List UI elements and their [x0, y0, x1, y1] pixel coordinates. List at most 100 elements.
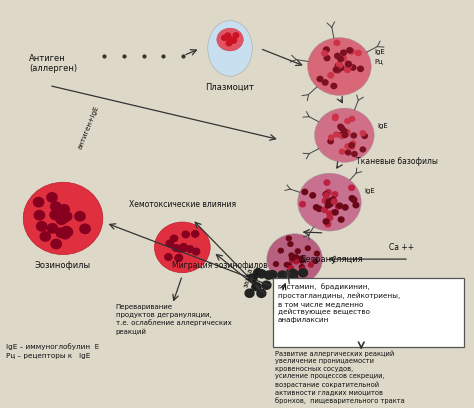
Circle shape: [245, 289, 254, 297]
Circle shape: [62, 227, 73, 237]
Circle shape: [288, 242, 293, 246]
Circle shape: [289, 274, 298, 282]
Text: Тканевые базофилы: Тканевые базофилы: [356, 157, 438, 166]
Circle shape: [335, 53, 340, 58]
Circle shape: [360, 131, 365, 136]
Circle shape: [315, 108, 374, 162]
Circle shape: [299, 256, 304, 261]
Circle shape: [358, 66, 364, 71]
Circle shape: [337, 62, 343, 68]
Circle shape: [345, 119, 350, 124]
Circle shape: [349, 144, 354, 149]
Circle shape: [295, 279, 304, 287]
Circle shape: [308, 38, 371, 95]
Circle shape: [334, 40, 340, 45]
Circle shape: [325, 190, 331, 195]
Circle shape: [278, 271, 287, 279]
Circle shape: [324, 180, 330, 185]
Circle shape: [301, 267, 305, 271]
Circle shape: [231, 38, 237, 43]
Circle shape: [327, 199, 332, 204]
Circle shape: [264, 271, 273, 279]
Circle shape: [61, 226, 72, 236]
Circle shape: [332, 116, 338, 121]
Circle shape: [339, 126, 345, 131]
Circle shape: [349, 185, 355, 191]
Circle shape: [338, 133, 344, 137]
Circle shape: [334, 67, 339, 72]
Text: Ca ++: Ca ++: [389, 243, 414, 252]
Circle shape: [36, 222, 47, 231]
Circle shape: [257, 289, 266, 297]
Circle shape: [75, 212, 85, 221]
Circle shape: [166, 240, 173, 247]
Circle shape: [56, 215, 67, 224]
Circle shape: [326, 200, 332, 205]
Circle shape: [317, 76, 323, 82]
Text: IgE: IgE: [364, 188, 375, 194]
Circle shape: [323, 192, 329, 197]
Circle shape: [233, 33, 239, 38]
Ellipse shape: [208, 20, 252, 76]
Circle shape: [286, 263, 292, 268]
Text: Антиген
(аллерген): Антиген (аллерген): [29, 54, 77, 73]
Circle shape: [290, 256, 295, 260]
Circle shape: [342, 133, 347, 137]
Circle shape: [331, 199, 337, 204]
Circle shape: [186, 246, 194, 253]
Circle shape: [252, 283, 261, 291]
Circle shape: [327, 211, 332, 216]
Circle shape: [337, 64, 343, 69]
Circle shape: [257, 270, 266, 278]
Circle shape: [225, 33, 231, 38]
Circle shape: [299, 269, 308, 277]
Circle shape: [324, 55, 330, 61]
Circle shape: [182, 231, 189, 238]
Circle shape: [340, 56, 346, 61]
Circle shape: [51, 202, 61, 211]
Circle shape: [349, 196, 355, 201]
Circle shape: [338, 124, 343, 129]
Circle shape: [337, 56, 343, 62]
Circle shape: [226, 35, 231, 40]
Circle shape: [333, 114, 338, 119]
Circle shape: [40, 232, 50, 241]
Circle shape: [34, 197, 44, 207]
Circle shape: [165, 254, 172, 260]
Circle shape: [349, 144, 355, 149]
Circle shape: [298, 173, 361, 231]
Circle shape: [313, 259, 318, 263]
Circle shape: [298, 282, 307, 290]
Circle shape: [337, 203, 343, 208]
Circle shape: [175, 254, 182, 261]
Circle shape: [330, 197, 336, 202]
Circle shape: [342, 129, 347, 133]
Circle shape: [310, 193, 316, 198]
Circle shape: [336, 64, 342, 69]
Circle shape: [346, 61, 351, 67]
Circle shape: [300, 265, 304, 269]
Circle shape: [335, 204, 341, 209]
FancyBboxPatch shape: [273, 278, 464, 347]
Circle shape: [293, 255, 299, 259]
Text: Миграция эозинофилов: Миграция эозинофилов: [172, 261, 268, 270]
Circle shape: [327, 215, 333, 221]
Circle shape: [60, 229, 70, 239]
Circle shape: [59, 213, 69, 223]
Circle shape: [268, 271, 277, 279]
Circle shape: [335, 63, 341, 68]
Text: Плазмоцит: Плазмоцит: [206, 83, 255, 92]
Circle shape: [350, 141, 356, 146]
Circle shape: [294, 255, 299, 260]
Circle shape: [353, 202, 359, 208]
Circle shape: [334, 132, 339, 137]
Circle shape: [314, 251, 319, 256]
Circle shape: [155, 222, 210, 273]
Circle shape: [55, 214, 66, 223]
Circle shape: [338, 217, 344, 222]
Circle shape: [50, 210, 60, 220]
Circle shape: [346, 150, 351, 155]
Circle shape: [293, 259, 298, 264]
Circle shape: [332, 210, 338, 215]
Circle shape: [295, 249, 301, 253]
